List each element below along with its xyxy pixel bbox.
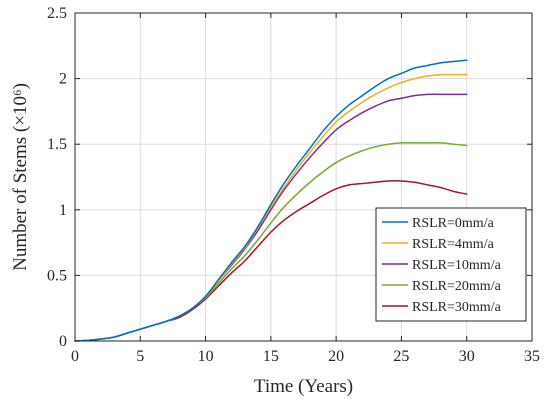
legend-label: RSLR=30mm/a (412, 300, 502, 315)
y-axis-title: Number of Stems (×10⁶) (10, 83, 31, 271)
y-tick-label: 2.5 (47, 5, 67, 22)
y-tick-label: 2 (59, 71, 67, 88)
legend-label: RSLR=10mm/a (412, 258, 502, 273)
x-tick-label: 15 (263, 348, 279, 365)
x-tick-label: 35 (524, 348, 540, 365)
y-tick-label: 1 (59, 202, 67, 219)
x-tick-label: 10 (198, 348, 214, 365)
y-tick-label: 0 (59, 333, 67, 350)
x-axis-title: Time (Years) (254, 376, 353, 397)
tick-layer: 0 5 10 15 20 25 30 35 0 0.5 1 1.5 2 2.5 (47, 5, 540, 365)
legend-label: RSLR=4mm/a (412, 237, 495, 252)
x-tick-label: 25 (393, 348, 409, 365)
y-tick-label: 1.5 (47, 136, 67, 153)
legend-label: RSLR=0mm/a (412, 216, 495, 231)
legend: RSLR=0mm/a RSLR=4mm/a RSLR=10mm/a RSLR=20mm… (375, 207, 527, 322)
plot-frame (74, 12, 533, 342)
y-tick-label: 0.5 (47, 267, 67, 284)
x-tick-label: 0 (71, 348, 79, 365)
x-tick-label: 20 (328, 348, 344, 365)
legend-label: RSLR=20mm/a (412, 279, 502, 294)
x-tick-label: 30 (459, 348, 475, 365)
series-line-1 (74, 59, 468, 342)
x-tick-label: 5 (136, 348, 144, 365)
series-layer (74, 59, 468, 342)
